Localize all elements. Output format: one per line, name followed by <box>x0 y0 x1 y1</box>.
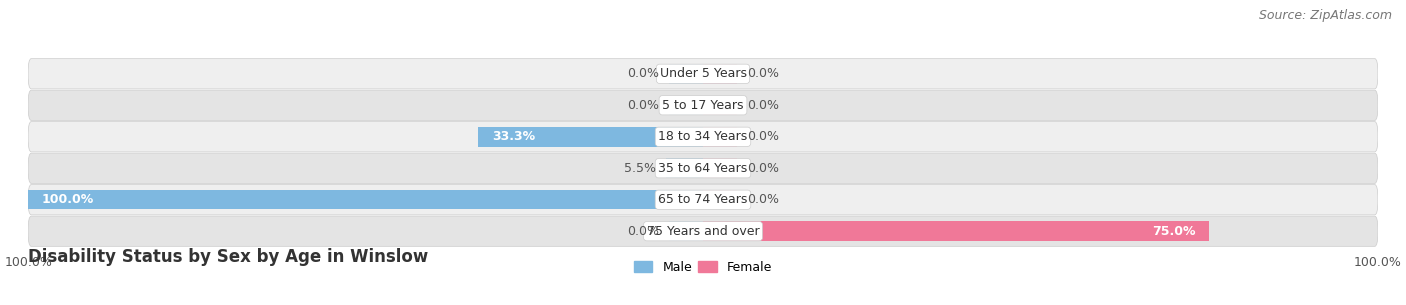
Text: 0.0%: 0.0% <box>627 225 659 238</box>
Bar <box>478 127 703 146</box>
Text: Disability Status by Sex by Age in Winslow: Disability Status by Sex by Age in Winsl… <box>28 248 429 266</box>
Bar <box>666 159 703 178</box>
Bar <box>666 159 703 178</box>
Text: Under 5 Years: Under 5 Years <box>659 67 747 80</box>
Bar <box>703 221 1209 241</box>
FancyBboxPatch shape <box>28 59 1378 89</box>
Bar <box>703 127 737 146</box>
Legend: Male, Female: Male, Female <box>628 256 778 279</box>
Bar <box>669 95 703 115</box>
Text: 100.0%: 100.0% <box>42 193 94 206</box>
Text: 75 Years and over: 75 Years and over <box>647 225 759 238</box>
Bar <box>703 221 1209 241</box>
FancyBboxPatch shape <box>28 153 1378 183</box>
Text: 0.0%: 0.0% <box>627 99 659 112</box>
Text: 0.0%: 0.0% <box>747 99 779 112</box>
Text: 75.0%: 75.0% <box>1152 225 1195 238</box>
Bar <box>703 159 737 178</box>
Text: 33.3%: 33.3% <box>492 130 534 143</box>
Bar <box>703 64 737 84</box>
Text: 0.0%: 0.0% <box>627 67 659 80</box>
Bar <box>669 221 703 241</box>
Bar <box>703 95 737 115</box>
FancyBboxPatch shape <box>28 216 1378 246</box>
Text: 5.5%: 5.5% <box>624 162 655 175</box>
Text: 65 to 74 Years: 65 to 74 Years <box>658 193 748 206</box>
Text: 0.0%: 0.0% <box>747 162 779 175</box>
Text: Source: ZipAtlas.com: Source: ZipAtlas.com <box>1258 9 1392 22</box>
Text: 5 to 17 Years: 5 to 17 Years <box>662 99 744 112</box>
Text: 18 to 34 Years: 18 to 34 Years <box>658 130 748 143</box>
FancyBboxPatch shape <box>28 122 1378 152</box>
Bar <box>28 190 703 210</box>
Text: 0.0%: 0.0% <box>747 67 779 80</box>
Text: 35 to 64 Years: 35 to 64 Years <box>658 162 748 175</box>
Text: 0.0%: 0.0% <box>747 130 779 143</box>
Bar <box>669 64 703 84</box>
Bar <box>703 190 737 210</box>
FancyBboxPatch shape <box>28 185 1378 215</box>
FancyBboxPatch shape <box>28 90 1378 120</box>
Bar <box>28 190 703 210</box>
Text: 0.0%: 0.0% <box>747 193 779 206</box>
Bar <box>478 127 703 146</box>
